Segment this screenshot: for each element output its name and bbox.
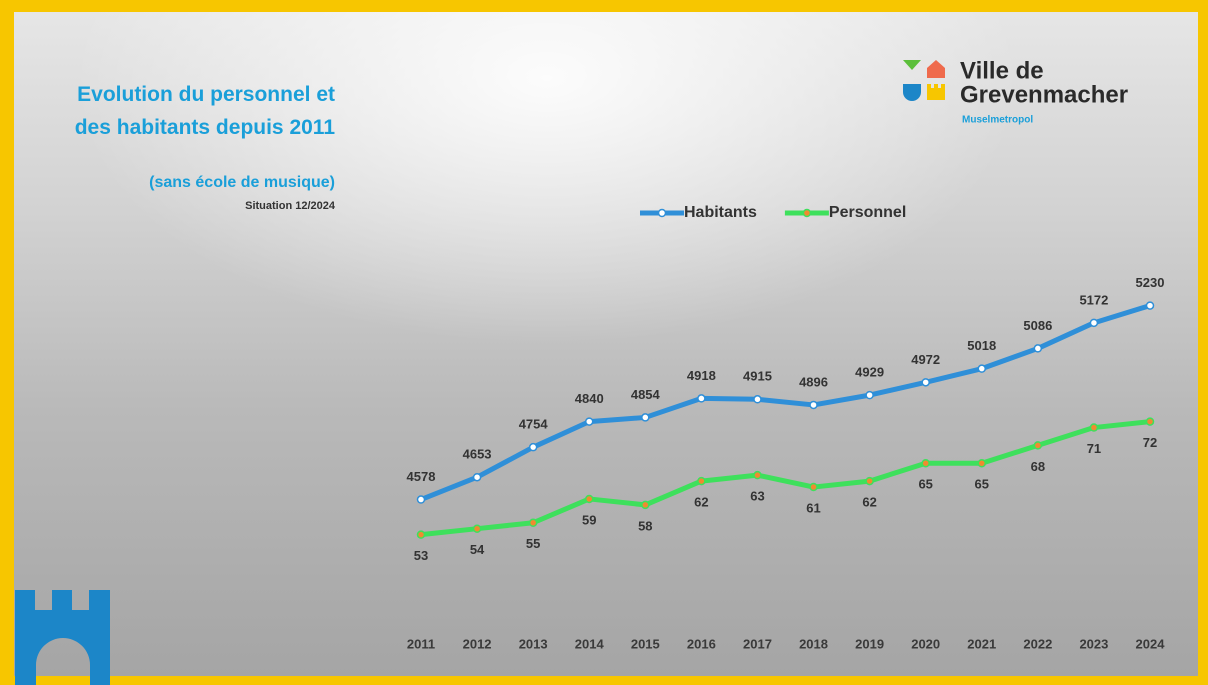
data-label: 62 [862,495,876,510]
point [584,417,594,426]
point [977,459,987,468]
legend-label: Habitants [684,204,757,221]
data-label: 63 [750,489,764,504]
point [416,530,426,539]
x-tick-label: 2017 [743,636,772,651]
point [753,395,762,404]
logo-grape [903,60,921,70]
point [1089,318,1099,328]
x-tick-label: 2011 [407,636,435,651]
chart-note: Situation 12/2024 [245,200,335,212]
x-tick-label: 2016 [687,636,716,651]
data-label: 5086 [1023,318,1052,333]
logo: Ville de Grevenmacher Muselmetropol [903,57,1128,126]
x-tick-label: 2012 [463,636,492,651]
point [472,472,482,482]
data-label: 4915 [743,369,772,384]
x-tick-label: 2018 [799,636,828,651]
castle-icon [15,590,110,685]
point [1145,301,1155,310]
logo-house [927,60,945,78]
data-label: 5172 [1079,292,1108,307]
point [1089,423,1099,432]
x-tick-label: 2020 [911,636,940,651]
point [1033,344,1043,353]
data-label: 4918 [687,368,716,383]
data-label: 59 [582,512,596,527]
data-label: 54 [470,542,485,557]
point [472,524,482,533]
data-label: 4896 [799,374,828,389]
data-label: 55 [526,536,540,551]
point [865,476,874,486]
point [416,495,426,504]
data-label: 4840 [575,391,604,406]
logo-shield [903,84,921,101]
point [1033,441,1043,450]
x-tick-label: 2023 [1079,636,1108,651]
legend-marker [802,208,812,218]
logo-tower [927,84,945,100]
data-label: 4854 [631,387,661,402]
point [641,500,650,510]
data-label: 53 [414,548,428,563]
data-label: 71 [1087,441,1101,456]
legend-marker [657,208,667,218]
legend-label: Personnel [829,204,906,221]
logo-line1: Ville de [960,57,1044,84]
point [697,476,706,486]
series-line [420,419,1151,538]
background-light [14,12,1198,676]
x-tick-label: 2019 [855,636,884,651]
point [528,518,538,527]
point [528,442,538,452]
point [977,364,987,373]
point [809,482,818,492]
data-label: 4929 [855,365,884,380]
data-label: 5230 [1136,275,1165,290]
point [921,459,930,468]
x-tick-label: 2015 [631,636,660,651]
data-label: 4972 [911,352,940,367]
point [753,470,762,480]
point [584,494,594,504]
data-label: 68 [1031,459,1045,474]
x-tick-label: 2022 [1023,636,1052,651]
point [809,400,818,410]
x-tick-label: 2024 [1136,636,1166,651]
data-label: 62 [694,495,708,510]
data-label: 4578 [407,469,436,484]
x-tick-label: 2021 [967,636,996,651]
data-label: 4653 [463,447,492,462]
data-label: 4754 [519,417,549,432]
series-line [420,303,1151,502]
x-tick-label: 2013 [519,636,548,651]
point [865,390,874,400]
data-label: 65 [918,477,932,492]
logo-line2: Grevenmacher [960,81,1128,108]
point [1145,417,1155,426]
data-label: 72 [1143,435,1157,450]
data-label: 65 [975,477,989,492]
data-label: 58 [638,518,652,533]
chart-subtitle: (sans école de musique) [149,174,335,191]
data-label: 5018 [967,338,996,353]
data-label: 61 [806,500,820,515]
chart-title: Evolution du personnel et des habitants … [74,83,335,139]
point [641,413,650,422]
logo-tagline: Muselmetropol [962,115,1033,126]
point [921,378,930,387]
point [697,394,706,403]
x-tick-label: 2014 [575,636,605,651]
